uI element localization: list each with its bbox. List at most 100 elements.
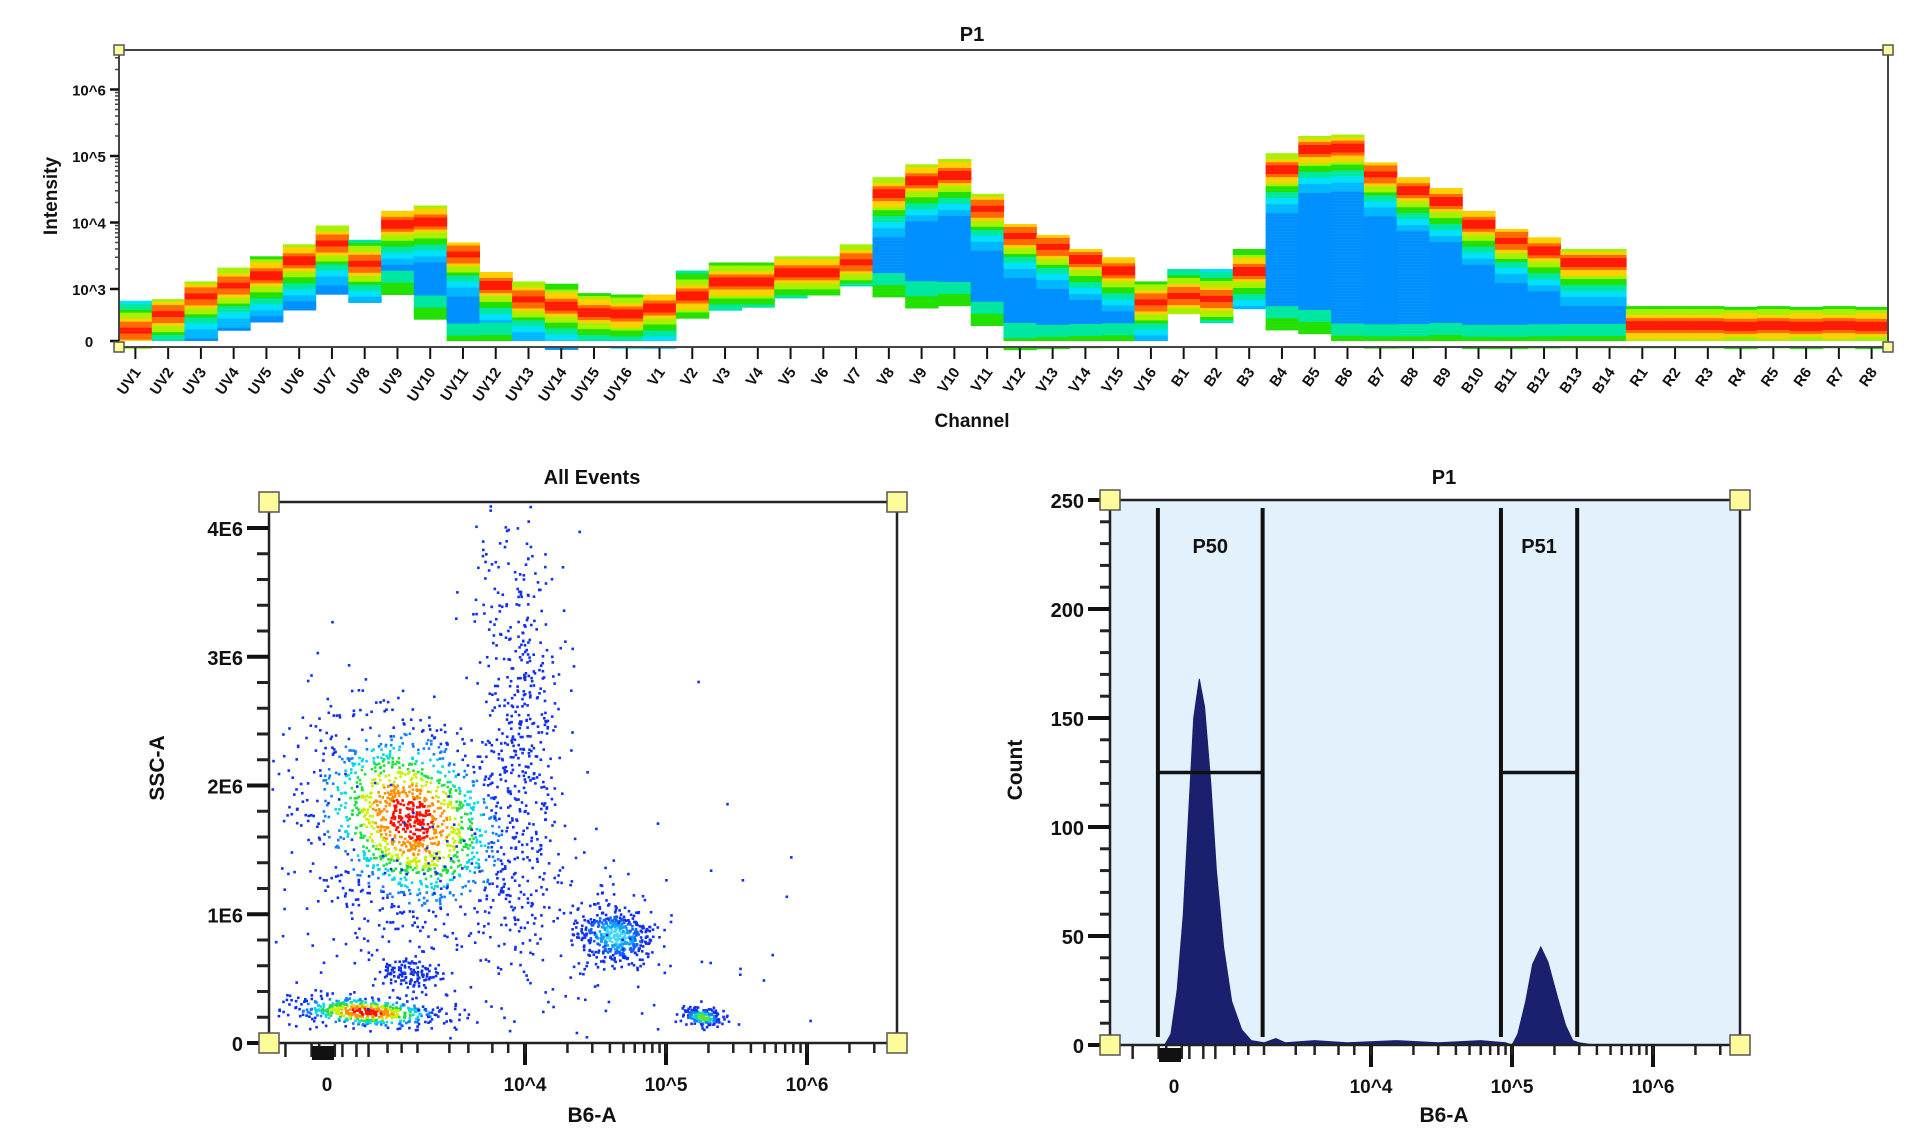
event-dot: [417, 788, 420, 792]
event-dot: [498, 773, 502, 776]
event-dot: [387, 784, 390, 788]
intensity-band: [1822, 309, 1856, 313]
intensity-band: [282, 301, 317, 305]
event-dot: [402, 722, 406, 725]
event-dot: [463, 1008, 467, 1012]
event-dot: [505, 770, 508, 773]
event-dot: [408, 982, 412, 985]
channel-label: UV4: [212, 364, 243, 398]
intensity-band: [1494, 315, 1529, 320]
event-dot: [491, 849, 494, 853]
event-dot: [307, 838, 310, 842]
event-dot: [578, 530, 581, 534]
event-dot: [520, 658, 523, 662]
intensity-band: [741, 298, 775, 302]
event-dot: [418, 796, 421, 800]
event-dot: [642, 962, 645, 966]
event-dot: [406, 857, 409, 860]
channel-label: V3: [710, 365, 734, 390]
intensity-band: [1232, 276, 1267, 280]
event-dot: [620, 948, 623, 952]
intensity-band: [1462, 243, 1496, 247]
event-dot: [421, 826, 424, 829]
intensity-band: [1494, 336, 1529, 341]
event-dot: [397, 1009, 400, 1012]
event-dot: [427, 935, 430, 938]
event-dot: [391, 783, 395, 787]
event-dot: [388, 830, 392, 833]
intensity-band: [905, 218, 939, 222]
event-dot: [458, 807, 461, 810]
intensity-band: [1331, 206, 1365, 210]
channel-column: [315, 225, 349, 295]
intensity-band: [1494, 234, 1529, 239]
intensity-band: [446, 281, 480, 285]
event-dot: [443, 783, 446, 787]
event-dot: [527, 603, 530, 606]
event-dot: [433, 810, 436, 813]
event-dot: [382, 769, 386, 773]
event-dot: [595, 827, 598, 831]
event-dot: [379, 701, 382, 704]
event-dot: [401, 742, 404, 745]
event-dot: [383, 709, 386, 713]
event-dot: [344, 892, 348, 895]
event-dot: [380, 890, 383, 893]
intensity-band: [1396, 273, 1430, 277]
event-dot: [616, 942, 619, 946]
event-dot: [514, 578, 518, 581]
intensity-band: [446, 290, 480, 294]
intensity-band: [282, 292, 317, 296]
event-dot: [543, 723, 547, 727]
intensity-band: [1429, 266, 1463, 270]
intensity-band: [1134, 332, 1168, 336]
event-dot: [444, 774, 447, 778]
intensity-band: [1298, 262, 1332, 266]
intensity-band: [1069, 312, 1103, 316]
intensity-band: [1003, 230, 1037, 234]
event-dot: [419, 823, 423, 826]
event-dot: [703, 1028, 706, 1032]
event-dot: [641, 924, 645, 928]
intensity-band: [1789, 321, 1824, 326]
intensity-band: [1134, 284, 1168, 288]
event-dot: [428, 964, 432, 967]
intensity-band: [1200, 287, 1234, 291]
event-dot: [340, 873, 343, 877]
event-dot: [294, 999, 298, 1003]
intensity-band: [1298, 292, 1332, 296]
intensity-band: [413, 301, 448, 305]
intensity-band: [119, 327, 153, 331]
event-dot: [639, 944, 642, 947]
event-dot: [530, 839, 533, 843]
channel-column: [1331, 134, 1365, 348]
event-dot: [345, 902, 348, 906]
event-dot: [455, 855, 459, 859]
event-dot: [506, 826, 509, 830]
event-dot: [392, 1014, 395, 1018]
channel-label: V13: [1033, 365, 1062, 397]
intensity-band: [1331, 179, 1365, 183]
event-dot: [477, 865, 481, 869]
intensity-band: [1494, 273, 1529, 278]
event-dot: [495, 819, 498, 822]
event-dot: [475, 851, 479, 855]
intensity-band: [872, 240, 906, 244]
event-dot: [398, 1027, 402, 1030]
event-dot: [370, 1012, 374, 1016]
intensity-band: [282, 259, 317, 263]
event-dot: [332, 748, 336, 751]
event-dot: [534, 782, 537, 785]
event-dot: [465, 867, 469, 870]
event-dot: [531, 847, 534, 850]
event-dot: [348, 777, 351, 781]
event-dot: [366, 1005, 369, 1008]
intensity-band: [151, 314, 186, 318]
event-dot: [605, 931, 608, 935]
event-dot: [445, 816, 448, 820]
event-dot: [422, 831, 425, 835]
event-dot: [313, 1016, 317, 1020]
intensity-band: [1036, 324, 1070, 329]
intensity-band: [1527, 288, 1561, 292]
intensity-band: [282, 304, 317, 308]
